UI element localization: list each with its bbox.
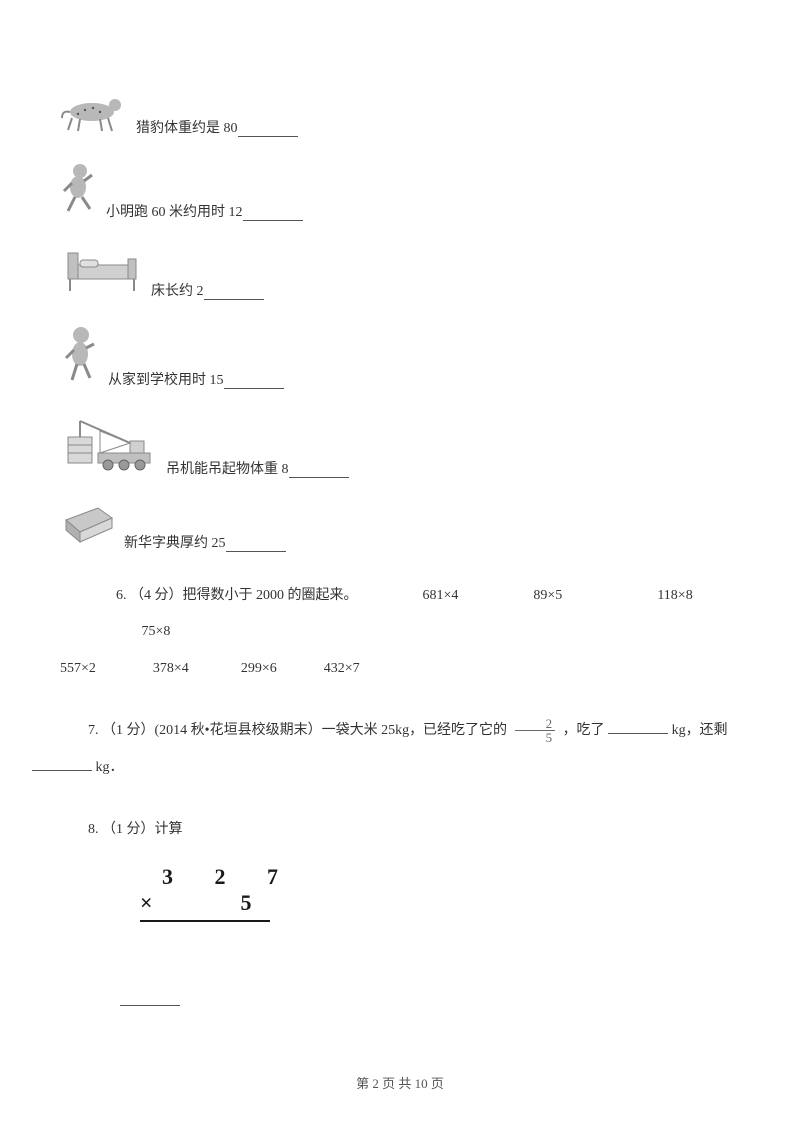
q6-opt[interactable]: 118×8 [629,578,692,614]
question-8: 8. （1 分）计算 [60,812,740,848]
answer-blank[interactable] [238,123,298,137]
item-text: 从家到学校用时 15 [108,369,224,389]
item-text: 猎豹体重约是 80 [136,117,238,137]
dictionary-icon [60,502,118,552]
answer-blank-standalone[interactable] [120,992,740,1011]
question-6: 6. （4 分）把得数小于 2000 的圈起来。 681×4 89×5 118×… [60,578,740,651]
unit-item-walking: 从家到学校用时 15 [60,324,740,389]
item-text: 小明跑 60 米约用时 12 [106,201,243,221]
q7-text: kg，还剩 [672,723,728,738]
q7-text: 7. （1 分）(2014 秋•花垣县校级期末）一袋大米 25kg，已经吃了它的 [88,723,511,738]
item-text: 吊机能吊起物体重 8 [166,458,289,478]
multiplicand: 3 2 7 [140,864,740,890]
q6-opt[interactable]: 681×4 [395,578,459,614]
multiplication-block: 3 2 7 × 5 [140,864,740,922]
calc-line [140,920,270,922]
q6-opt[interactable]: 432×7 [324,651,360,687]
q6-opt[interactable]: 557×2 [60,651,96,687]
q6-lead: 6. （4 分）把得数小于 2000 的圈起来。 [88,578,358,614]
q8-text: 8. （1 分）计算 [88,822,183,837]
crane-icon [60,413,160,478]
answer-blank[interactable] [289,464,349,478]
unit-item-bed: 床长约 2 [60,245,740,300]
answer-blank[interactable] [32,757,92,771]
multiply-sign: × [140,890,153,916]
unit-item-crane: 吊机能吊起物体重 8 [60,413,740,478]
item-text: 新华字典厚约 25 [124,532,226,552]
q7-text: ，吃了 [563,723,605,738]
question-7: 7. （1 分）(2014 秋•花垣县校级期末）一袋大米 25kg，已经吃了它的… [60,713,740,786]
answer-blank[interactable] [224,375,284,389]
walking-boy-icon [60,324,102,389]
multiplier: 5 [241,890,252,916]
answer-blank[interactable] [243,207,303,221]
running-boy-icon [60,161,100,221]
q6-opt[interactable]: 299×6 [241,651,277,687]
unit-item-cheetah: 猎豹体重约是 80 [60,90,740,137]
q7-text: kg． [96,760,124,775]
answer-blank[interactable] [226,538,286,552]
q6-opt[interactable]: 89×5 [505,578,562,614]
unit-item-dictionary: 新华字典厚约 25 [60,502,740,552]
answer-blank[interactable] [608,720,668,734]
question-6-row2: 557×2 378×4 299×6 432×7 [60,651,740,687]
fraction-icon: 2 5 [515,717,556,744]
bed-icon [60,245,145,300]
cheetah-icon [60,90,130,137]
answer-blank[interactable] [204,286,264,300]
q6-opt[interactable]: 378×4 [153,651,189,687]
unit-item-running: 小明跑 60 米约用时 12 [60,161,740,221]
item-text: 床长约 2 [151,280,204,300]
q6-opt[interactable]: 75×8 [114,614,171,650]
page-footer: 第 2 页 共 10 页 [0,1073,800,1092]
